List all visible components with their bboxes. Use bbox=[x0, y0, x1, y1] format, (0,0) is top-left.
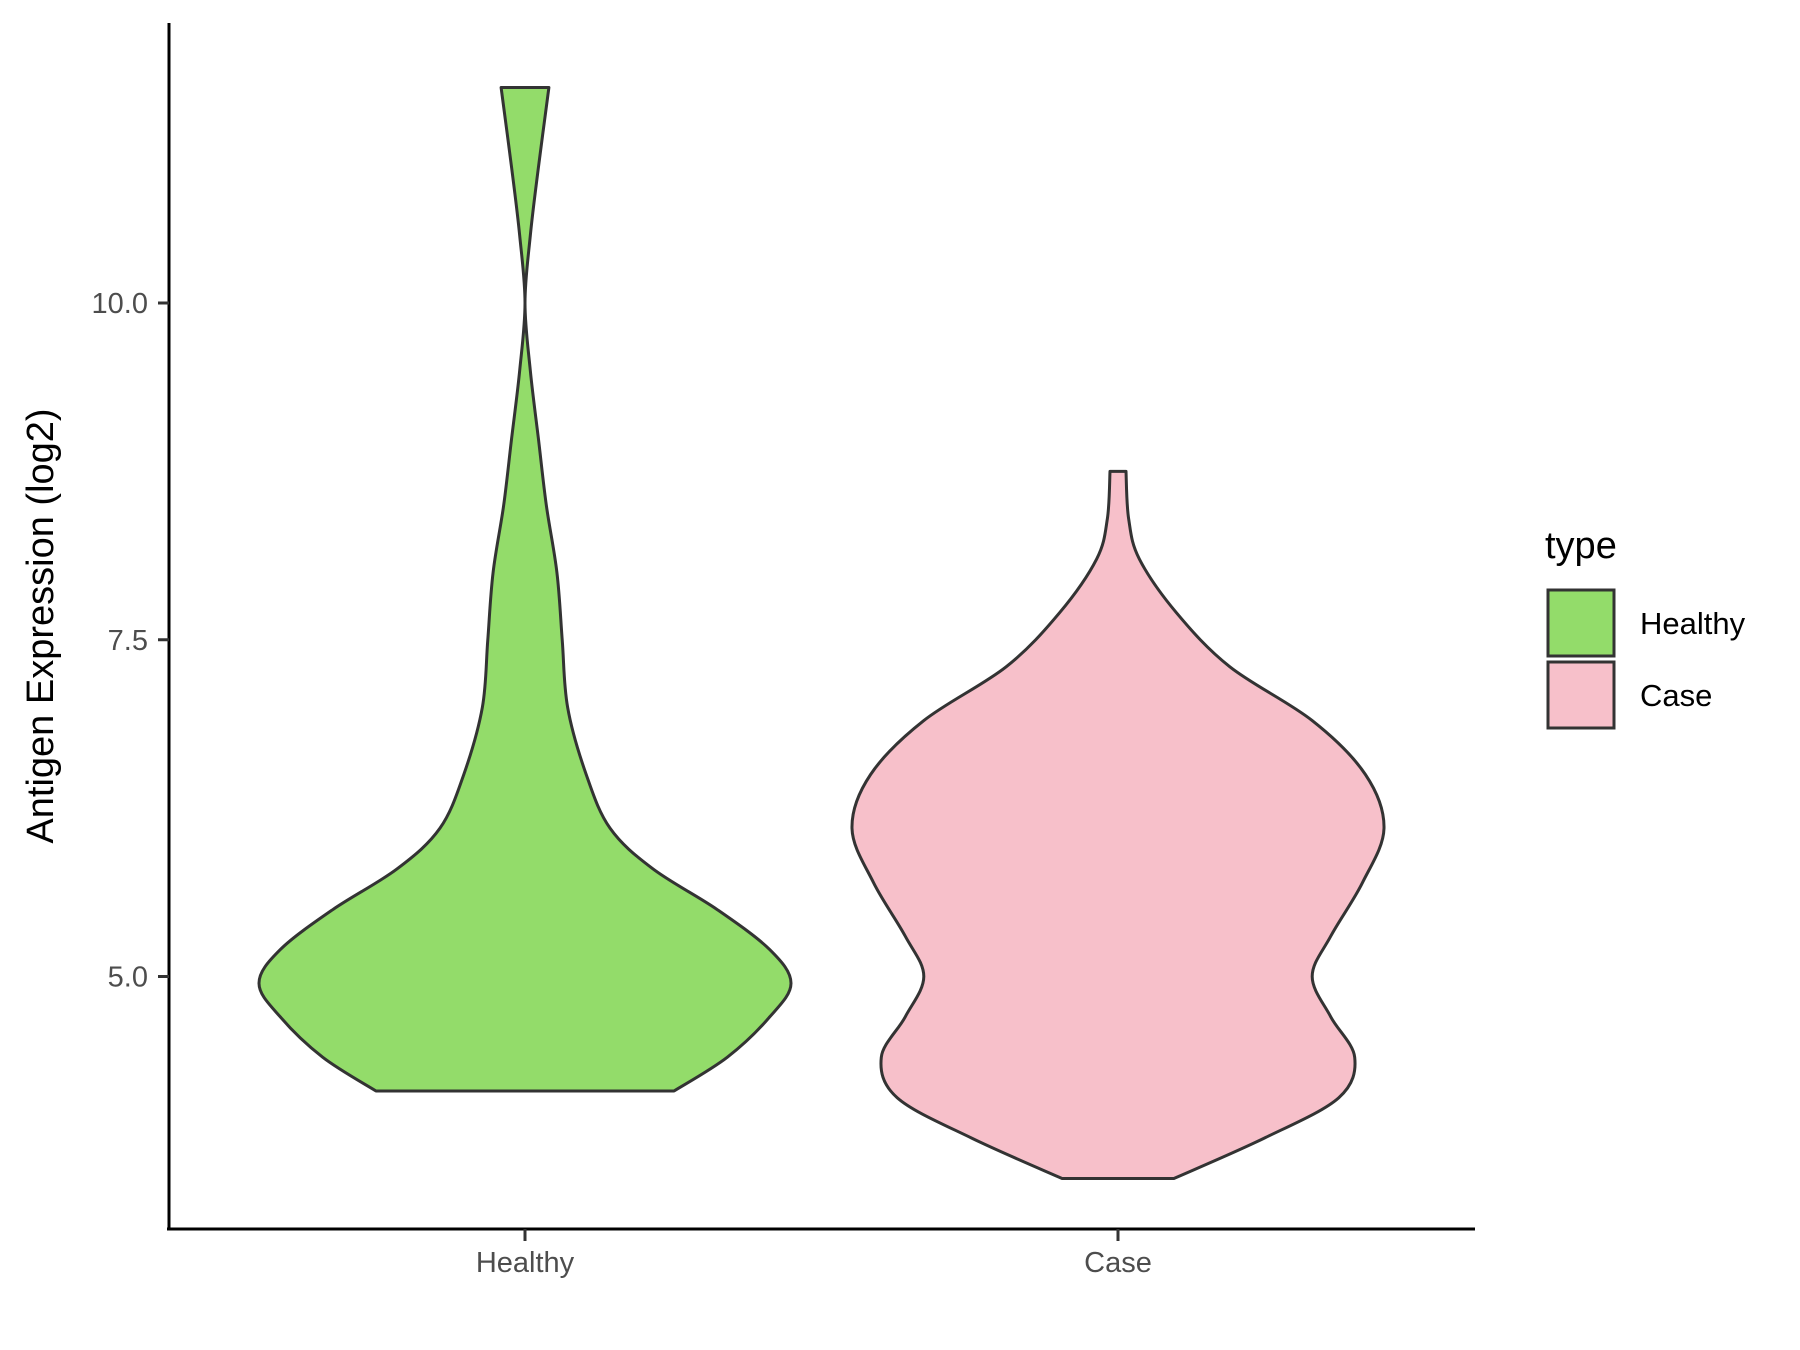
violin-case bbox=[850, 469, 1386, 1180]
legend-key-healthy bbox=[1546, 588, 1616, 658]
legend-title: type bbox=[1545, 525, 1617, 567]
y-tick-label: 7.5 bbox=[108, 625, 148, 657]
y-axis-title: Antigen Expression (log2) bbox=[20, 408, 62, 843]
x-tick-label: Healthy bbox=[476, 1247, 575, 1279]
violin-group bbox=[257, 86, 1386, 1180]
y-axis: 5.0 7.5 10.0 bbox=[92, 23, 171, 1230]
legend: type Healthy Case bbox=[1545, 525, 1746, 730]
x-axis: Healthy Case bbox=[167, 1227, 1475, 1279]
x-tick-label: Case bbox=[1084, 1247, 1152, 1279]
y-tick-label: 5.0 bbox=[108, 962, 148, 994]
violin-healthy bbox=[257, 86, 793, 1093]
legend-label-case: Case bbox=[1640, 678, 1712, 713]
legend-key-case bbox=[1546, 660, 1616, 730]
y-tick-label: 10.0 bbox=[92, 288, 148, 320]
legend-label-healthy: Healthy bbox=[1640, 606, 1746, 641]
